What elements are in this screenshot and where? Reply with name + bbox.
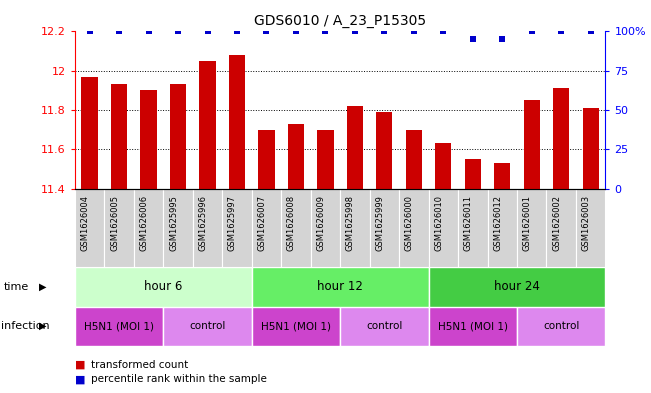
Bar [111,84,127,189]
Text: GSM1625996: GSM1625996 [199,195,208,251]
Text: hour 12: hour 12 [317,280,363,294]
Bar [258,130,275,189]
Bar [288,124,304,189]
Bar [347,106,363,189]
Point [409,28,419,35]
Bar [252,307,340,346]
FancyBboxPatch shape [458,189,488,267]
Text: GSM1625999: GSM1625999 [376,195,384,251]
FancyBboxPatch shape [193,189,222,267]
Text: control: control [189,321,226,331]
Bar [376,112,393,189]
FancyBboxPatch shape [576,189,605,267]
FancyBboxPatch shape [370,189,399,267]
Point [143,28,154,35]
Bar [75,267,252,307]
Bar [229,55,245,189]
Text: transformed count: transformed count [91,360,188,370]
Text: GSM1626001: GSM1626001 [523,195,532,251]
Point [497,36,508,42]
Text: ■: ■ [75,374,85,384]
Bar [317,130,333,189]
Text: GSM1626000: GSM1626000 [405,195,414,251]
Bar [199,61,215,189]
Bar [553,88,570,189]
Point [291,28,301,35]
Text: GSM1626009: GSM1626009 [316,195,326,251]
Point [379,28,389,35]
FancyBboxPatch shape [488,189,517,267]
Text: GDS6010 / A_23_P15305: GDS6010 / A_23_P15305 [254,14,426,28]
Text: GSM1625998: GSM1625998 [346,195,355,251]
Point [467,36,478,42]
Text: ▶: ▶ [39,282,47,292]
FancyBboxPatch shape [311,189,340,267]
Bar [523,100,540,189]
Point [585,28,596,35]
Text: ▶: ▶ [39,321,47,331]
FancyBboxPatch shape [340,189,370,267]
Point [350,28,360,35]
Bar [163,307,252,346]
Text: GSM1626004: GSM1626004 [81,195,90,251]
Text: GSM1626007: GSM1626007 [257,195,266,251]
Text: ■: ■ [75,360,85,370]
Text: infection: infection [1,321,49,331]
Bar [170,84,186,189]
Point [320,28,331,35]
Text: percentile rank within the sample: percentile rank within the sample [91,374,267,384]
Bar [141,90,157,189]
FancyBboxPatch shape [546,189,576,267]
Bar [436,143,451,189]
Text: control: control [366,321,402,331]
FancyBboxPatch shape [252,189,281,267]
Text: time: time [3,282,29,292]
Text: GSM1625997: GSM1625997 [228,195,237,251]
Text: hour 24: hour 24 [494,280,540,294]
Bar [428,267,605,307]
Point [114,28,124,35]
Text: GSM1626006: GSM1626006 [139,195,148,251]
Bar [75,307,163,346]
Bar [428,307,517,346]
Text: hour 6: hour 6 [144,280,182,294]
Point [556,28,566,35]
Point [261,28,271,35]
FancyBboxPatch shape [222,189,252,267]
Bar [81,77,98,189]
Point [85,28,95,35]
FancyBboxPatch shape [517,189,546,267]
FancyBboxPatch shape [75,189,104,267]
Bar [252,267,428,307]
Text: GSM1625995: GSM1625995 [169,195,178,251]
Bar [583,108,599,189]
Text: GSM1626003: GSM1626003 [582,195,590,251]
FancyBboxPatch shape [134,189,163,267]
Text: GSM1626010: GSM1626010 [434,195,443,251]
Bar [406,130,422,189]
FancyBboxPatch shape [104,189,134,267]
Text: GSM1626002: GSM1626002 [552,195,561,251]
FancyBboxPatch shape [281,189,311,267]
Point [232,28,242,35]
Point [173,28,183,35]
Text: H5N1 (MOI 1): H5N1 (MOI 1) [261,321,331,331]
Text: GSM1626008: GSM1626008 [287,195,296,251]
Bar [494,163,510,189]
Text: control: control [543,321,579,331]
Bar [465,159,481,189]
Text: GSM1626005: GSM1626005 [110,195,119,251]
Bar [517,307,605,346]
Point [438,28,449,35]
Bar [340,307,428,346]
Point [202,28,213,35]
Text: GSM1626011: GSM1626011 [464,195,473,251]
Text: H5N1 (MOI 1): H5N1 (MOI 1) [84,321,154,331]
FancyBboxPatch shape [428,189,458,267]
Text: H5N1 (MOI 1): H5N1 (MOI 1) [437,321,508,331]
FancyBboxPatch shape [399,189,428,267]
FancyBboxPatch shape [163,189,193,267]
Point [527,28,537,35]
Text: GSM1626012: GSM1626012 [493,195,503,251]
